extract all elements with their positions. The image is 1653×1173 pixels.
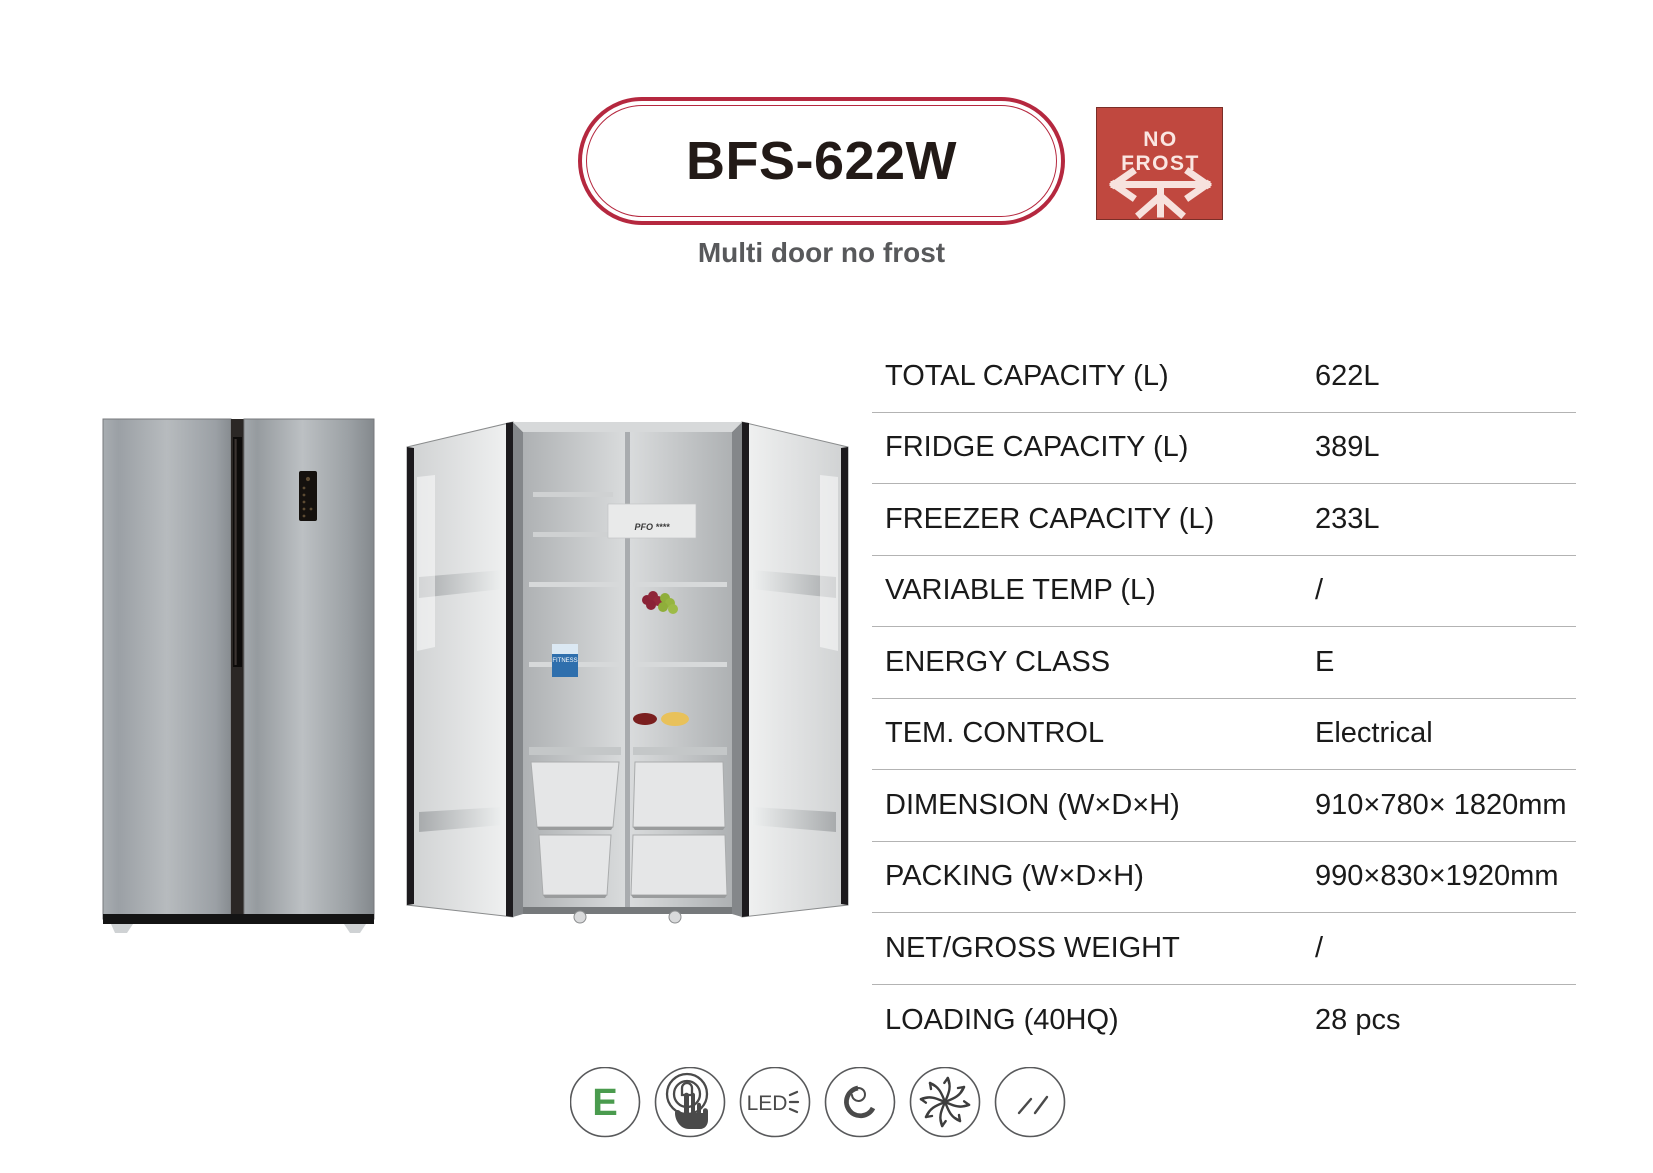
svg-text:LED: LED <box>747 1092 788 1115</box>
svg-text:FITNESS: FITNESS <box>552 658 577 664</box>
svg-text:E: E <box>592 1082 617 1124</box>
svg-text:NO: NO <box>1143 128 1178 151</box>
svg-text:PFO ****: PFO **** <box>634 522 670 532</box>
